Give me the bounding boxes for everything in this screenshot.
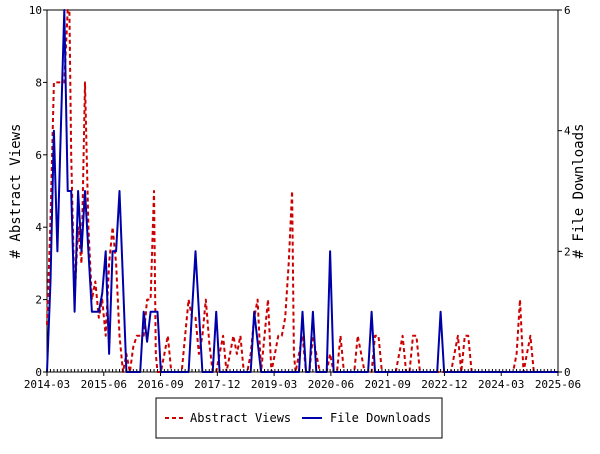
left-y-tick-label: 8 bbox=[35, 76, 42, 89]
x-tick-label: 2017-12 bbox=[194, 378, 240, 391]
x-tick-label: 2015-06 bbox=[81, 378, 127, 391]
left-axis-title: # Abstract Views bbox=[8, 124, 24, 259]
right-y-tick-label: 0 bbox=[564, 366, 571, 379]
x-tick-label: 2025-06 bbox=[535, 378, 581, 391]
left-y-tick-label: 4 bbox=[35, 221, 42, 234]
legend-box bbox=[155, 397, 443, 439]
x-tick-label: 2014-03 bbox=[24, 378, 70, 391]
legend-label-file-downloads: File Downloads bbox=[330, 411, 431, 425]
series-line-abstract-views bbox=[46, 9, 558, 373]
right-axis-title: # File Downloads bbox=[571, 124, 587, 259]
x-tick-label: 2020-06 bbox=[308, 378, 354, 391]
left-y-tick-label: 6 bbox=[35, 149, 42, 162]
right-y-tick-label: 6 bbox=[564, 4, 571, 17]
x-tick-label: 2022-12 bbox=[421, 378, 467, 391]
series-line-file-downloads bbox=[46, 9, 558, 373]
series-layer bbox=[46, 9, 558, 373]
x-tick-label: 2021-09 bbox=[364, 378, 410, 391]
legend: Abstract Views File Downloads bbox=[155, 397, 443, 439]
x-tick-label: 2016-09 bbox=[137, 378, 183, 391]
legend-label-abstract-views: Abstract Views bbox=[190, 411, 291, 425]
left-y-tick-label: 10 bbox=[29, 4, 42, 17]
left-y-tick-label: 0 bbox=[35, 366, 42, 379]
axes-layer: 2014-03 2015-06 2016-09 2017-12 2019-03 2020-… bbox=[24, 4, 581, 391]
x-tick-label: 2019-03 bbox=[251, 378, 297, 391]
x-tick-label: 2024-03 bbox=[478, 378, 524, 391]
right-y-tick-label: 2 bbox=[564, 245, 571, 258]
left-y-tick-label: 2 bbox=[35, 294, 42, 307]
right-y-tick-label: 4 bbox=[564, 125, 571, 138]
